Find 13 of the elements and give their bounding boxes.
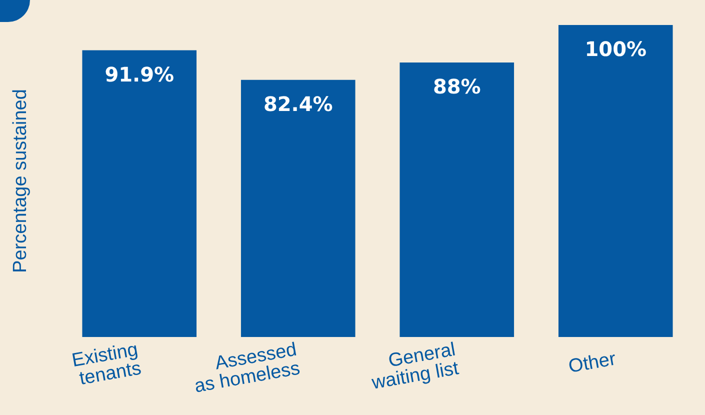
bar xyxy=(240,80,356,337)
x-tick-label: General waiting list xyxy=(369,339,462,394)
x-tick-label: Other xyxy=(566,348,618,378)
y-axis-title: Percentage sustained xyxy=(10,89,31,273)
x-tick-label: Existing tenants xyxy=(70,339,143,390)
bar xyxy=(400,62,514,337)
data-label: 82.4% xyxy=(263,92,333,116)
data-label: 88% xyxy=(432,74,481,98)
data-label: 100% xyxy=(584,37,647,61)
data-label: 91.9% xyxy=(104,62,174,86)
bar xyxy=(558,25,673,337)
x-tick-label: Assessed as homeless xyxy=(192,339,302,398)
bar xyxy=(82,50,197,337)
